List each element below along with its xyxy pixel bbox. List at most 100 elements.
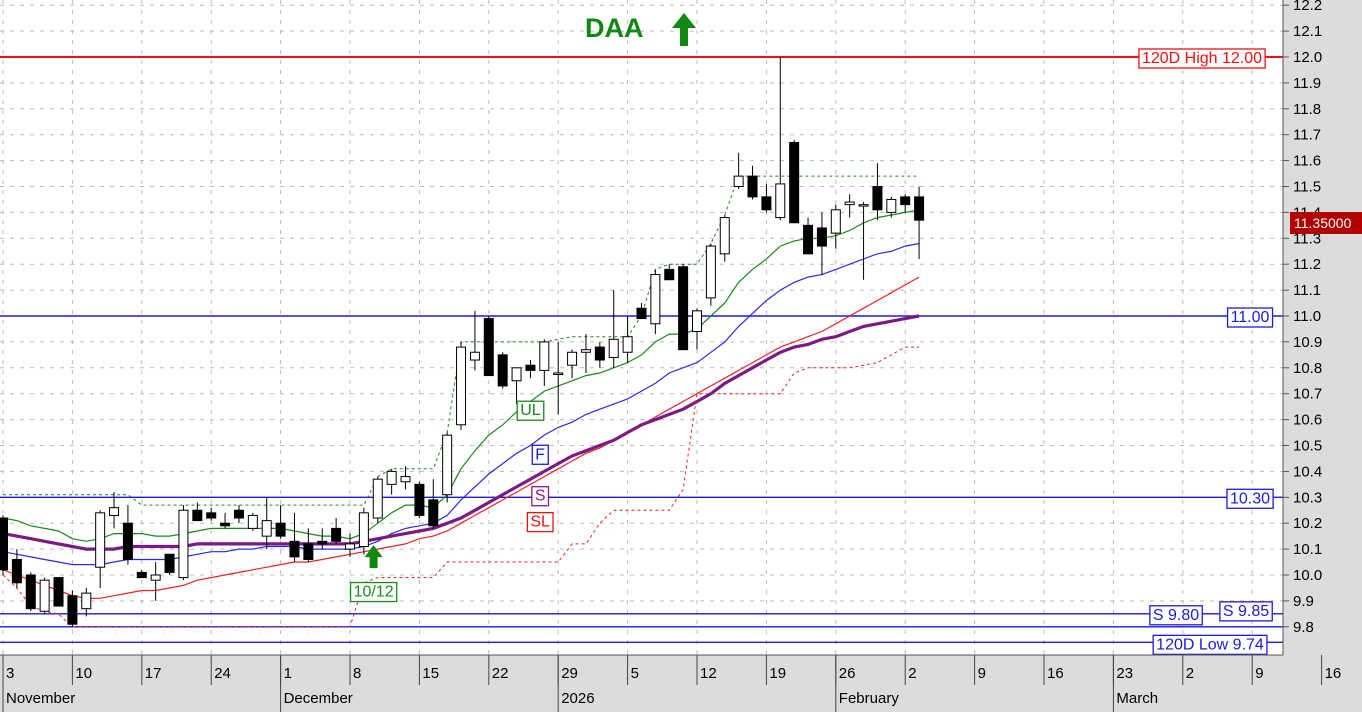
candle-body	[95, 512, 106, 568]
candle-body	[358, 512, 369, 548]
candle-body	[733, 175, 744, 187]
y-tick-label: 10.5	[1293, 438, 1322, 455]
candle-body	[844, 201, 855, 206]
candle-body	[525, 364, 536, 371]
candle-body	[303, 543, 314, 560]
level-label: 120D Low 9.74	[1156, 636, 1264, 653]
candle-body	[789, 141, 800, 224]
last-price-label: 11.35000	[1294, 215, 1352, 231]
level-label: S 9.80	[1153, 607, 1199, 624]
series-annotation-box	[531, 486, 550, 507]
annotations: 120D High 12.00 11.00 10.30 S 9.85 S 9.80 120…	[349, 48, 1274, 655]
candle-body	[497, 354, 508, 387]
y-tick-label: 10.0	[1293, 567, 1322, 584]
month-label: December	[284, 690, 353, 707]
month-label: February	[839, 690, 900, 707]
candle-body	[830, 209, 841, 234]
y-tick-label: 9.8	[1293, 619, 1314, 636]
candle-body	[178, 509, 189, 579]
y-tick-label: 10.3	[1293, 489, 1322, 506]
month-label: November	[6, 690, 75, 707]
x-tick-label: 16	[1047, 665, 1064, 682]
candle-body	[220, 522, 231, 527]
y-tick-label: 12.1	[1293, 23, 1322, 40]
y-tick-label: 10.8	[1293, 360, 1322, 377]
candle-body	[67, 595, 78, 625]
candle-body	[886, 198, 897, 213]
x-tick-label: 19	[769, 665, 786, 682]
candle-body	[345, 543, 355, 550]
level-label-box	[1149, 605, 1203, 626]
candle-body	[109, 507, 120, 516]
candle-body	[0, 517, 8, 571]
series-annotation: UL	[520, 402, 541, 419]
candle-body	[636, 307, 647, 320]
y-tick-label: 11.3	[1293, 230, 1321, 247]
x-tick-label: 22	[492, 665, 509, 682]
y-tick-label: 11.8	[1293, 101, 1321, 118]
x-tick-label: 23	[1116, 665, 1133, 682]
candle-body	[761, 196, 772, 211]
x-tick-label: 16	[1325, 665, 1342, 682]
series-annotation: F	[535, 446, 545, 463]
up-arrow-icon	[672, 13, 696, 46]
series-annotation: S	[535, 488, 546, 505]
series-line-f	[2, 242, 920, 566]
y-tick-label: 11.6	[1293, 153, 1321, 170]
series-annotation-box	[531, 444, 549, 465]
x-tick-label: 12	[700, 665, 717, 682]
candle-body	[803, 224, 814, 255]
level-label: 120D High 12.00	[1142, 50, 1262, 67]
candle-body	[81, 592, 92, 610]
x-axis-panel	[0, 655, 1283, 712]
y-tick-label: 10.7	[1293, 386, 1322, 403]
candle-body	[414, 483, 425, 516]
candle-body	[705, 245, 716, 299]
chart-title: DAA	[585, 13, 644, 43]
candle-body	[539, 341, 550, 371]
candle-body	[900, 196, 911, 206]
x-tick-label: 3	[6, 665, 14, 682]
candle-body	[553, 372, 564, 375]
candle-body	[386, 470, 397, 485]
candle-body	[206, 512, 217, 519]
series-line-ul	[2, 209, 920, 542]
level-label-box	[1226, 488, 1274, 509]
y-tick-label: 10.9	[1293, 334, 1322, 351]
level-label-box	[1226, 307, 1274, 328]
series-annotation-box	[349, 581, 398, 603]
candle-body	[289, 540, 300, 558]
candle-body	[858, 204, 869, 207]
y-tick-label: 12.2	[1293, 0, 1322, 14]
candle-body	[442, 434, 453, 496]
candle-body	[192, 509, 203, 522]
series-line-s	[2, 314, 920, 551]
level-label-box	[1152, 634, 1268, 655]
y-tick-label: 11.7	[1293, 127, 1321, 144]
y-tick-label: 10.2	[1293, 515, 1322, 532]
x-tick-label: 2	[1186, 665, 1194, 682]
y-axis-ticks: 12.212.112.011.911.811.711.611.511.411.3…	[1283, 0, 1322, 636]
candle-body	[39, 579, 50, 612]
x-tick-label: 24	[214, 665, 231, 682]
level-label-box	[1219, 601, 1273, 622]
candle-body	[372, 478, 383, 519]
series-annotation-box	[516, 400, 545, 421]
candle-body	[594, 346, 605, 361]
candle-body	[25, 574, 36, 610]
y-tick-label: 11.9	[1293, 75, 1321, 92]
candle-body	[719, 217, 730, 255]
x-tick-label: 17	[145, 665, 162, 682]
y-tick-label: 11.1	[1293, 282, 1321, 299]
level-label: 11.00	[1231, 309, 1270, 326]
y-tick-label: 11.0	[1293, 308, 1321, 325]
x-tick-label: 9	[978, 665, 986, 682]
y-tick-label: 10.6	[1293, 412, 1322, 429]
series-annotation: SL	[530, 514, 550, 531]
candle-body	[580, 349, 591, 353]
candle-body	[608, 338, 619, 358]
candle-body	[428, 499, 439, 527]
candle-body	[775, 183, 786, 219]
series-annotation: 10/12	[354, 584, 394, 601]
